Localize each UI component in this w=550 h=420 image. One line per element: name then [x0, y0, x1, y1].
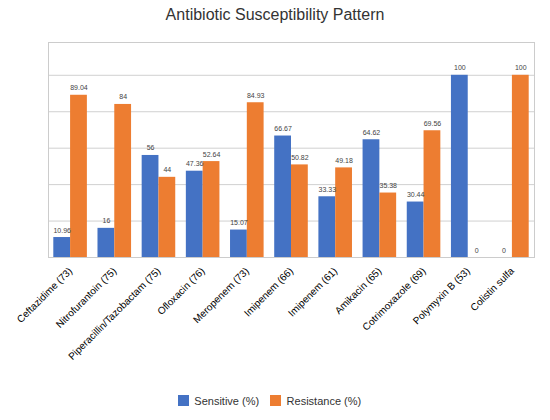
svg-text:100: 100 [515, 64, 527, 71]
svg-text:Ofloxacin (76): Ofloxacin (76) [155, 265, 207, 317]
svg-text:33.33: 33.33 [319, 186, 337, 193]
svg-text:47.36: 47.36 [186, 160, 204, 167]
svg-text:56: 56 [147, 144, 155, 151]
svg-text:100: 100 [454, 64, 466, 71]
html-text:Sensitive (%): Sensitive (%) [194, 394, 260, 407]
svg-text:89.04: 89.04 [70, 84, 88, 91]
svg-text:30.44: 30.44 [407, 191, 425, 198]
svg-text:Meropenem (73): Meropenem (73) [191, 265, 251, 325]
svg-text:Imipenem (61): Imipenem (61) [286, 265, 339, 318]
svg-text:52.64: 52.64 [203, 151, 221, 158]
svg-text:Cotrimoxazole (69): Cotrimoxazole (69) [360, 265, 428, 333]
svg-text:69.56: 69.56 [424, 120, 442, 127]
svg-text:0: 0 [502, 247, 506, 254]
svg-text:64.62: 64.62 [363, 129, 381, 136]
svg-text:84: 84 [119, 93, 127, 100]
svg-text:44: 44 [163, 166, 171, 173]
svg-text:49.18: 49.18 [335, 157, 353, 164]
svg-text:35.38: 35.38 [379, 182, 397, 189]
svg-text:16: 16 [102, 217, 110, 224]
svg-text:15.07: 15.07 [230, 219, 248, 226]
svg-text:Colistin sulfa: Colistin sulfa [468, 265, 516, 313]
svg-text:Ceftazidime (73): Ceftazidime (73) [14, 265, 75, 325]
svg-text:0: 0 [475, 247, 479, 254]
html-text:Antibiotic Susceptibility Patt: Antibiotic Susceptibility Pattern [165, 6, 385, 23]
svg-text:Nitrofurantoin (75): Nitrofurantoin (75) [53, 265, 119, 330]
svg-text:10.96: 10.96 [53, 227, 71, 234]
svg-text:Amikacin (65): Amikacin (65) [332, 265, 384, 317]
svg-text:Polymyxin B (53): Polymyxin B (53) [411, 265, 472, 326]
svg-text:50.82: 50.82 [291, 154, 309, 161]
svg-text:Imipenem (66): Imipenem (66) [241, 265, 296, 319]
svg-text:84.93: 84.93 [247, 92, 265, 99]
svg-text:Piperacillin/Tazobactam (75): Piperacillin/Tazobactam (75) [66, 265, 163, 362]
html-text:Resistance (%): Resistance (%) [286, 394, 362, 407]
svg-text:66.67: 66.67 [274, 125, 292, 132]
